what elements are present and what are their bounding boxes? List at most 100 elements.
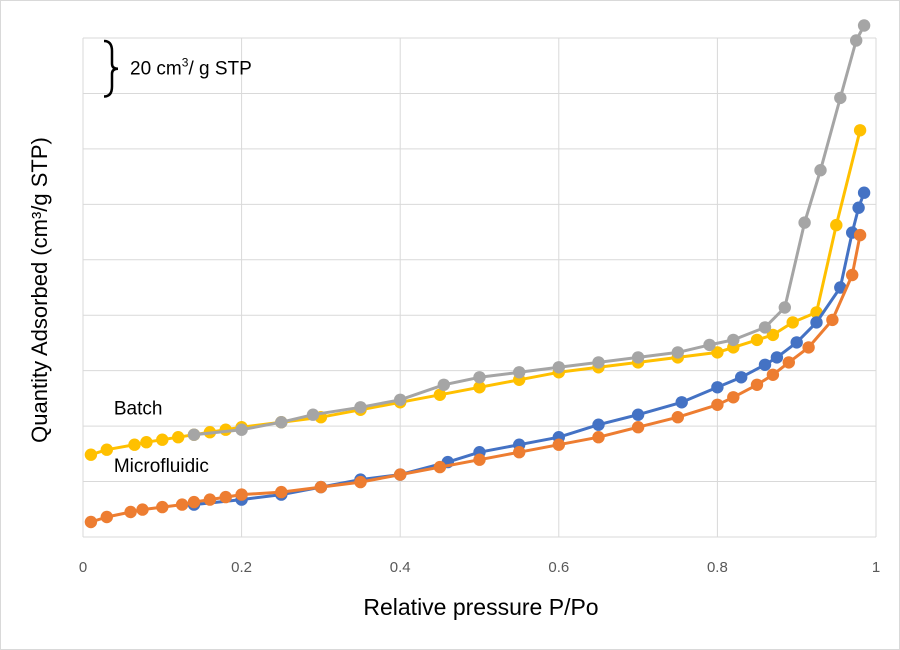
data-point [314, 480, 328, 494]
data-point [834, 91, 847, 105]
data-point [798, 216, 811, 229]
data-point [631, 408, 645, 421]
data-point [219, 490, 232, 504]
data-point [592, 418, 605, 431]
x-tick-label: 1 [872, 559, 880, 576]
data-point [790, 336, 803, 349]
data-point [100, 443, 114, 456]
data-point [750, 378, 764, 391]
data-point [802, 341, 815, 354]
x-tick-label: 0 [79, 559, 87, 576]
data-point [552, 438, 565, 451]
data-point [128, 438, 141, 451]
data-point [354, 401, 367, 414]
data-point [140, 436, 153, 449]
series-1 [187, 19, 871, 441]
data-point [437, 378, 450, 391]
data-point [850, 34, 863, 47]
data-point [727, 391, 740, 404]
data-point [711, 398, 724, 411]
data-point [857, 19, 871, 32]
data-point [852, 201, 865, 214]
data-point [235, 488, 248, 501]
data-point [473, 371, 486, 384]
data-point [727, 333, 740, 347]
data-point [592, 431, 605, 444]
data-point [306, 408, 320, 421]
data-point [275, 416, 288, 429]
data-point [735, 371, 748, 384]
data-point [433, 460, 447, 474]
data-point [172, 431, 185, 444]
data-point [766, 328, 780, 342]
data-point [846, 268, 859, 282]
data-point [592, 356, 605, 369]
annotation-batch: Batch [114, 399, 163, 420]
data-point [394, 393, 407, 406]
data-point [552, 361, 565, 374]
data-point [354, 475, 367, 489]
x-axis-title: Relative pressure P/Po [363, 594, 598, 620]
data-point [750, 333, 764, 347]
data-point [778, 301, 791, 314]
data-point [675, 396, 688, 409]
data-point [766, 368, 780, 381]
data-point [758, 358, 772, 371]
data-point [100, 510, 114, 524]
data-point [711, 346, 724, 359]
data-point [631, 351, 645, 364]
data-point [473, 381, 486, 394]
x-tick-label: 0.4 [390, 559, 411, 576]
annotation-microfluidic: Microfluidic [114, 456, 209, 477]
data-point [433, 388, 447, 401]
data-point [770, 351, 784, 364]
gridlines [82, 37, 877, 538]
data-point [513, 446, 526, 459]
data-point [810, 316, 823, 329]
data-point [156, 500, 169, 514]
data-point [175, 498, 189, 511]
series-layer [84, 19, 871, 529]
series-3 [84, 228, 867, 529]
data-point [814, 164, 827, 177]
data-point [513, 366, 526, 379]
x-tick-label: 0.2 [231, 559, 252, 576]
data-point [136, 503, 149, 516]
data-point [84, 515, 98, 529]
data-point [84, 448, 98, 461]
data-point [786, 316, 799, 329]
data-point [124, 505, 137, 519]
data-point [758, 321, 772, 334]
data-point [853, 228, 867, 242]
data-point [782, 356, 795, 369]
x-tick-label: 0.8 [707, 559, 728, 576]
data-point [834, 281, 847, 294]
data-point [203, 493, 217, 506]
data-point [631, 421, 645, 434]
data-point [473, 453, 486, 466]
data-point [187, 495, 201, 509]
scale-bar-label: 20 cm3/ g STP [130, 56, 252, 80]
data-point [156, 433, 169, 446]
data-point [275, 485, 288, 499]
x-tick-label: 0.6 [548, 559, 569, 576]
data-point [394, 468, 407, 481]
data-point [830, 218, 843, 232]
data-point [703, 338, 716, 352]
data-point [671, 346, 684, 359]
data-point [857, 186, 871, 199]
x-tick-labels: 0 0.2 0.4 0.6 0.8 1 [79, 559, 880, 576]
data-point [853, 124, 867, 137]
data-point [671, 411, 684, 424]
scale-bar: 20 cm3/ g STP [103, 39, 252, 98]
y-axis-title: Quantity Adsorbed (cm³/g STP) [27, 137, 52, 443]
data-point [187, 428, 201, 441]
series-line [193, 24, 866, 437]
data-point [711, 381, 724, 394]
data-point [826, 313, 839, 327]
scale-bar-bracket [103, 39, 119, 98]
data-point [235, 423, 248, 436]
